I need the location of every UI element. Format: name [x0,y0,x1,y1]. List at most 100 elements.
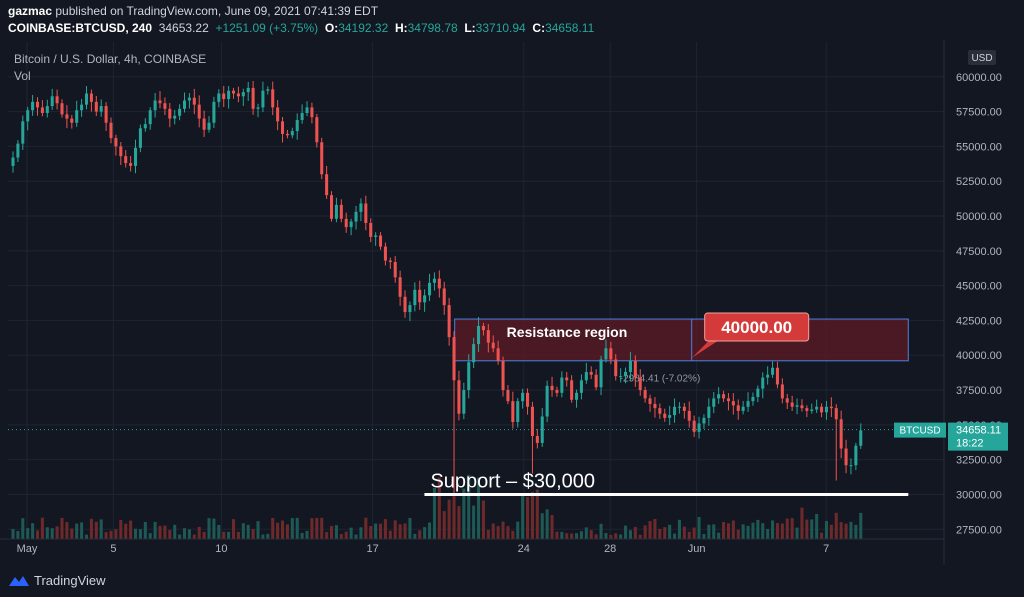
candle-body [741,406,745,411]
time-tick-label: 28 [604,543,616,555]
candle-body [736,405,740,411]
currency-label: USD [971,53,992,64]
volume-bar [614,533,618,539]
volume-bar [109,530,113,539]
candle-body [202,118,206,130]
volume-label: Vol [14,69,31,83]
candle-body [457,380,461,414]
volume-bar [168,529,172,539]
candle-body [305,107,309,113]
volume-bar [501,521,505,539]
volume-bar [643,525,647,539]
volume-bar [854,524,858,539]
volume-bar [241,523,245,539]
volume-bar [261,534,265,539]
volume-bar [731,520,735,539]
volume-bar [702,533,706,539]
candle-body [579,380,583,393]
candle-body [795,405,799,407]
volume-bar [26,528,30,539]
candle-body [731,401,735,406]
price-tick-label: 55000.00 [956,141,1002,153]
tradingview-logo-icon [9,575,29,586]
time-tick-label: 10 [215,543,227,555]
price-axis[interactable]: 27500.0030000.0032500.0035000.0037500.00… [894,40,1008,565]
volume-bar [839,522,843,539]
candle-body [295,119,299,132]
resistance-region[interactable]: Resistance region -2984.41 (-7.02%) 40000.… [454,312,909,385]
volume-bar [712,524,716,539]
time-axis[interactable]: May 5 10 17 24 28 Jun 7 [0,538,944,555]
candle-body [148,110,152,125]
volume-bar [780,523,784,539]
change-value: +1251.09 (+3.75%) [215,21,319,35]
candle-body [21,121,25,144]
volume-bar [648,521,652,539]
volume-bar [231,519,236,539]
candle-body [143,124,147,129]
candle-body [276,107,280,122]
volume-bar [491,523,495,539]
candle-body [565,377,569,381]
volume-bar [246,524,250,539]
volume-bar [418,530,422,539]
support-line[interactable]: Support – $30,000 [424,470,909,496]
candle-body [133,147,138,166]
volume-bars [11,474,863,539]
candle-body [609,348,613,360]
candle-body [178,108,182,116]
candle-body [589,371,593,375]
price-tick-label: 47500.00 [956,246,1002,258]
price-badge [948,422,1008,451]
author-name[interactable]: gazmac [8,4,53,18]
candlesticks [11,81,863,495]
candle-body [722,394,726,399]
candle-body [310,107,314,118]
candle-body [70,118,74,123]
symbol-label[interactable]: COINBASE:BTCUSD, 240 [8,21,153,35]
volume-bar [506,526,510,539]
volume-bar [158,525,162,539]
volume-bar [94,521,98,539]
price-chart[interactable]: Resistance region -2984.41 (-7.02%) 40000.… [0,0,1024,565]
candle-body [829,406,833,409]
volume-bar [285,524,289,539]
volume-bar [467,474,471,539]
candle-body [584,371,588,381]
volume-bar [775,523,779,539]
candle-body [197,104,201,119]
candle-body [114,138,118,147]
candle-body [187,97,191,101]
volume-bar [133,528,138,539]
candle-body [217,93,221,102]
candle-body [163,103,167,109]
volume-bar [320,517,324,539]
candle-body [124,156,128,164]
candle-body [815,406,819,410]
candle-body [256,107,260,109]
volume-bar [173,524,177,539]
candle-body [726,398,730,402]
candle-body [173,115,177,119]
candle-body [673,406,677,416]
tradingview-brand[interactable]: TradingView [8,573,106,588]
volume-bar [472,505,476,539]
candle-body [182,100,187,109]
volume-bar [584,527,588,539]
volume-bar [521,493,525,539]
volume-bar [16,531,20,539]
candle-body [80,104,84,111]
candle-body [496,348,500,361]
candle-body [75,110,79,123]
volume-bar [138,529,142,539]
volume-bar [207,518,211,539]
candle-body [222,93,226,100]
time-tick-label: May [17,543,38,555]
candle-body [241,92,245,97]
volume-bar [462,488,466,539]
candle-body [192,97,196,105]
volume-bar [849,521,853,539]
volume-bar [829,524,833,539]
volume-bar [437,477,441,539]
price-tick-label: 27500.00 [956,524,1002,536]
